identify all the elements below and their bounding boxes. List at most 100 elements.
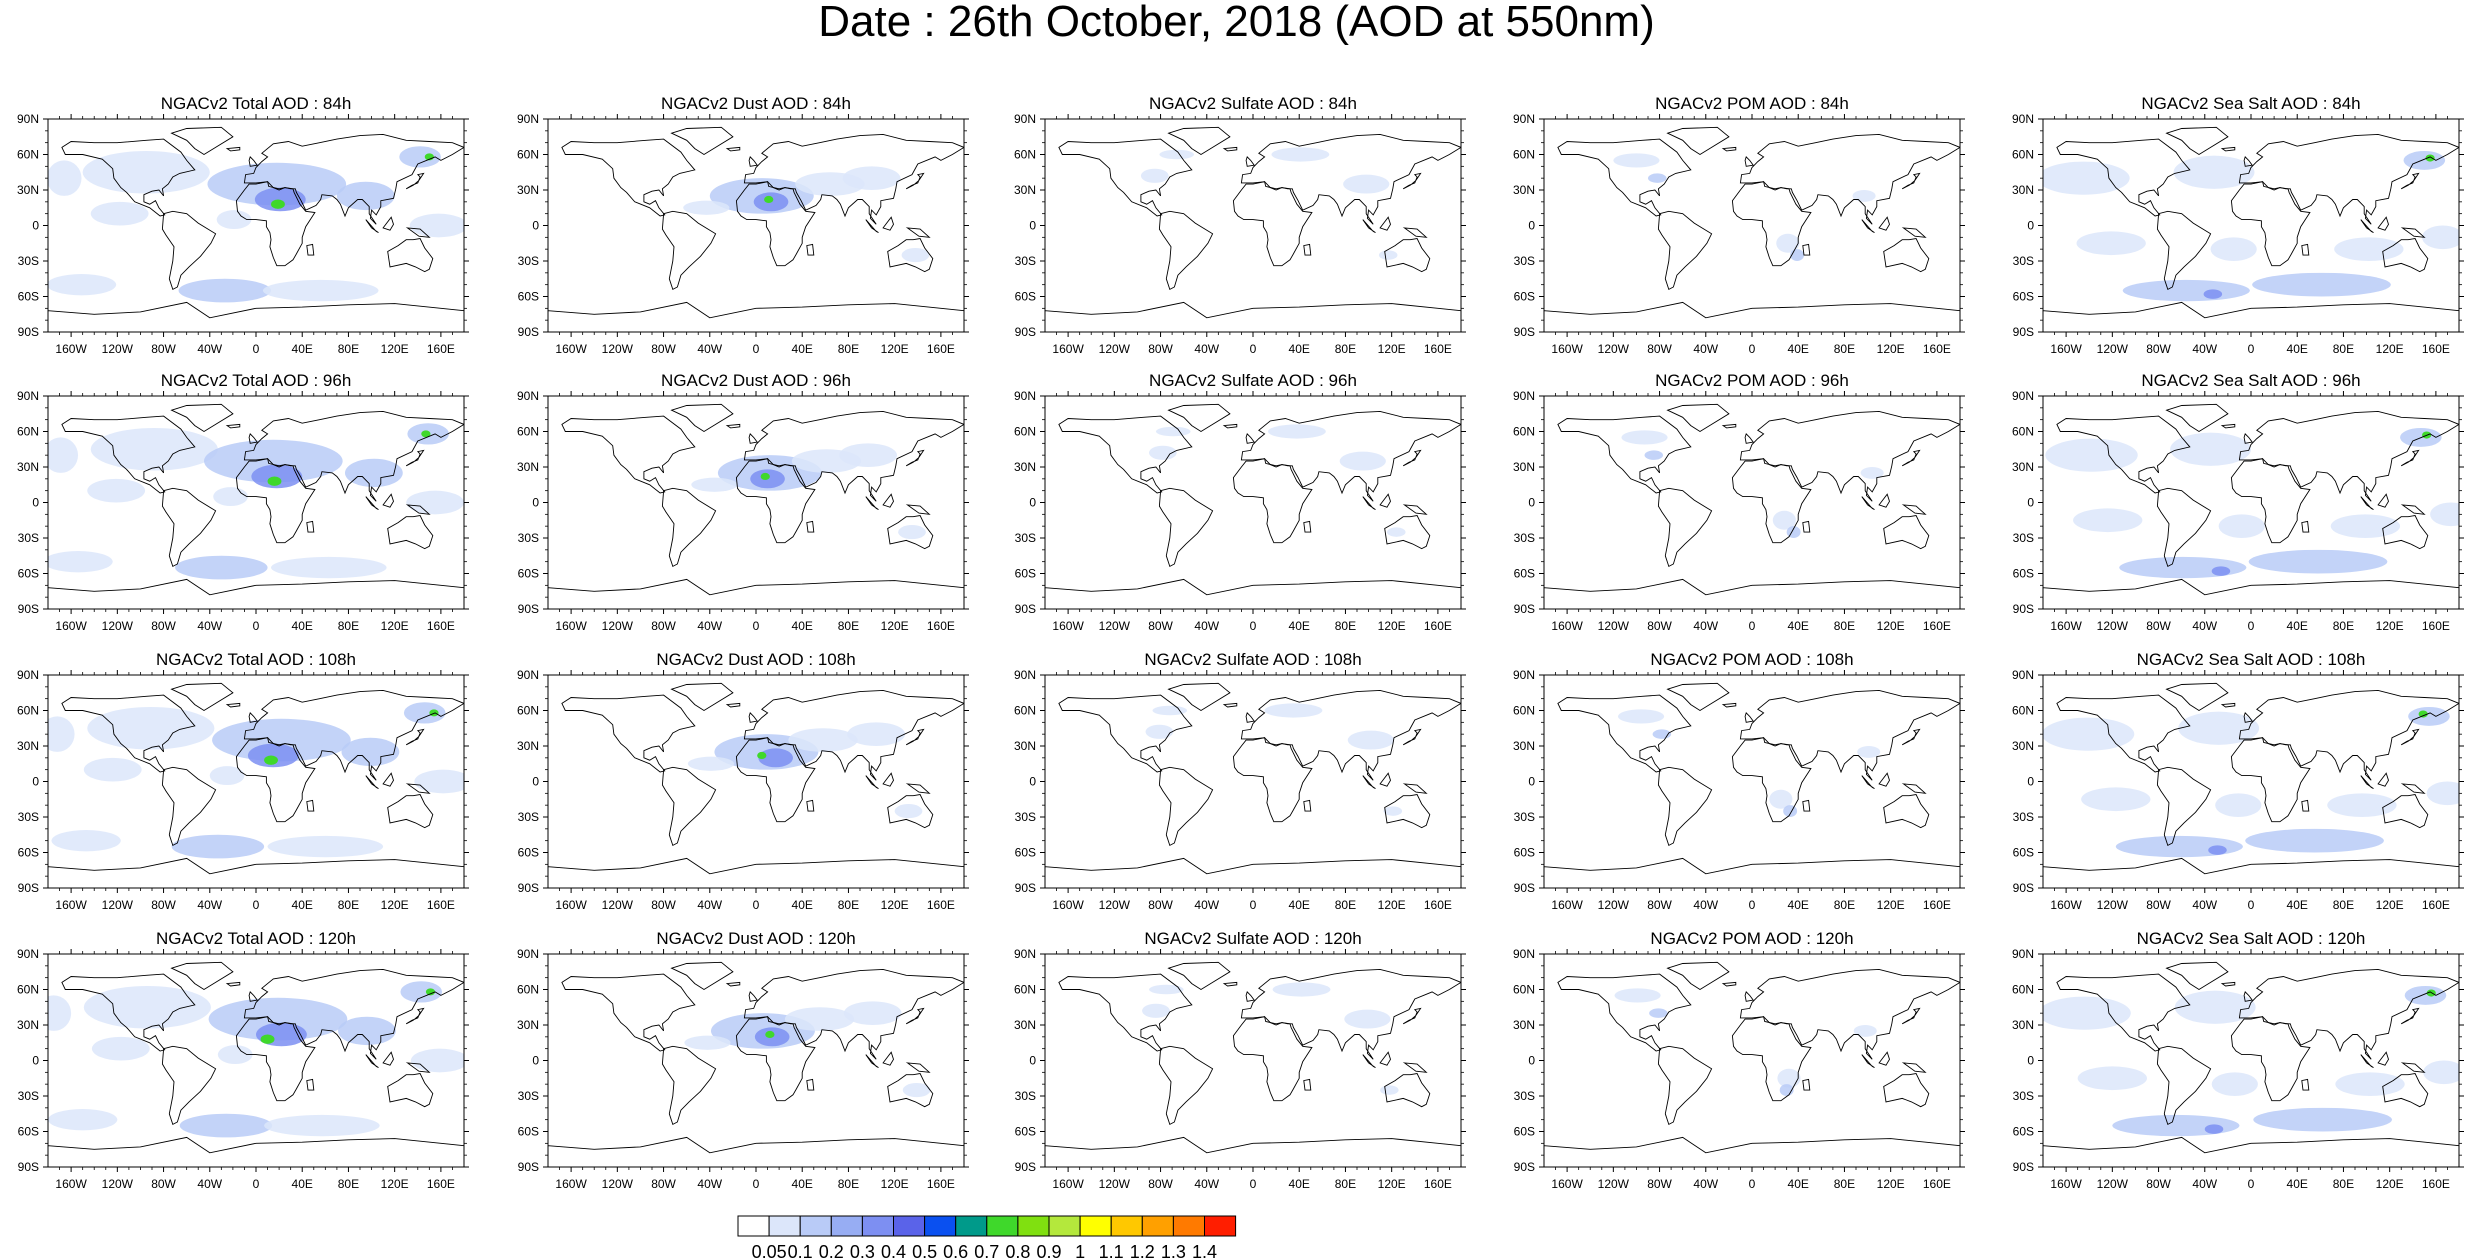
coastline <box>1744 156 1754 167</box>
colorbar-swatch <box>924 1215 957 1237</box>
lat-tick-label: 60N <box>517 425 539 439</box>
lon-tick-label: 120W <box>102 898 134 912</box>
lon-tick-label: 40E <box>292 619 313 633</box>
lat-tick-label: 60S <box>1514 567 1535 581</box>
lat-tick-label: 30N <box>2012 739 2034 753</box>
aod-patch <box>1860 467 1884 479</box>
coastline <box>561 415 696 494</box>
coastline <box>248 156 258 167</box>
lon-tick-label: 160E <box>927 342 955 356</box>
coastline <box>725 146 741 152</box>
lon-tick-label: 40E <box>1289 898 1310 912</box>
aod-patch <box>842 166 901 191</box>
lon-tick-label: 80W <box>2146 342 2171 356</box>
lat-tick-label: 30S <box>18 810 39 824</box>
lat-tick-label: 30N <box>2012 460 2034 474</box>
aod-patch <box>1264 703 1323 718</box>
lon-tick-label: 160E <box>927 1177 955 1191</box>
lon-tick-label: 80E <box>338 1177 359 1191</box>
lon-tick-label: 160E <box>2422 898 2450 912</box>
aod-patch <box>2430 502 2459 527</box>
aod-patch <box>2404 985 2447 1005</box>
coastline <box>1657 210 1713 291</box>
map-background <box>1544 396 1960 609</box>
aod-patch <box>208 997 348 1041</box>
lat-tick-label: 90S <box>2013 1160 2034 1174</box>
colorbar-label: 0.1 <box>788 1242 813 1260</box>
aod-patch <box>216 210 252 230</box>
aod-patch <box>1142 1003 1170 1018</box>
aod-patch <box>683 200 730 215</box>
lat-tick-label: 90S <box>1015 602 1036 616</box>
lat-tick-label: 30S <box>1015 531 1036 545</box>
aod-patch <box>207 162 347 206</box>
lon-tick-label: 0 <box>1250 898 1257 912</box>
panel-title: NGACv2 Sea Salt AOD : 108h <box>2137 650 2366 669</box>
coastline <box>548 301 964 332</box>
coastline <box>2043 578 2459 609</box>
coastline <box>382 1051 394 1066</box>
coastline <box>1303 799 1312 812</box>
coastline <box>2056 415 2191 494</box>
coastline <box>243 968 464 1060</box>
lon-tick-label: 0 <box>253 619 260 633</box>
lon-tick-label: 40E <box>1289 619 1310 633</box>
aod-patch <box>91 1036 150 1061</box>
coastline <box>2220 423 2236 429</box>
colorbar-swatch <box>1204 1215 1237 1237</box>
coastline <box>1362 219 1376 233</box>
lat-tick-label: 90S <box>18 602 39 616</box>
lat-tick-label: 60S <box>1015 1125 1036 1139</box>
map-panel-r1-c2: NGACv2 Dust AOD : 84h 90N 60N 30N 0 30S 60S 90S… <box>517 94 969 356</box>
map-background <box>2043 119 2459 332</box>
aod-patch <box>90 427 218 471</box>
coastline <box>1731 1016 1812 1102</box>
lat-tick-label: 0 <box>2027 219 2034 233</box>
coastline <box>1045 301 1461 332</box>
map-background <box>548 396 964 609</box>
lon-tick-label: 120W <box>102 342 134 356</box>
lon-tick-label: 0 <box>1749 898 1756 912</box>
lat-tick-label: 30S <box>1514 531 1535 545</box>
coastline <box>2238 133 2459 225</box>
coastline <box>170 403 234 433</box>
coastline <box>2043 857 2459 888</box>
coastline <box>48 578 464 609</box>
lat-tick-label: 60N <box>1513 148 1535 162</box>
coastline <box>387 237 434 273</box>
lon-tick-label: 120W <box>1099 342 1131 356</box>
colorbar-label: 1.4 <box>1192 1242 1217 1260</box>
coastline <box>2400 783 2426 794</box>
coastline <box>1240 410 1461 502</box>
lat-tick-label: 60S <box>518 1125 539 1139</box>
coastline <box>243 689 464 781</box>
coastline <box>2301 1078 2310 1091</box>
lon-tick-label: 160W <box>2050 342 2082 356</box>
lat-tick-label: 30S <box>2013 254 2034 268</box>
coastline <box>743 689 964 781</box>
colorbar-label: 1.3 <box>1161 1242 1186 1260</box>
lon-tick-label: 80W <box>1148 898 1173 912</box>
coastline <box>1721 981 1737 987</box>
map-background <box>1045 119 1461 332</box>
coastline <box>1245 433 1255 444</box>
coastline <box>661 1045 717 1126</box>
coastline <box>1245 991 1255 1002</box>
lon-tick-label: 0 <box>1749 342 1756 356</box>
aod-patch <box>338 1016 396 1046</box>
aod-patch <box>1343 174 1390 194</box>
aod-patch <box>1853 1025 1877 1037</box>
lat-tick-label: 60S <box>2013 567 2034 581</box>
coastline <box>1379 772 1391 787</box>
aod-patch <box>2170 432 2252 466</box>
coastline <box>561 694 696 773</box>
lon-tick-label: 160E <box>1424 619 1452 633</box>
coastline <box>661 766 717 847</box>
coastline <box>1878 772 1890 787</box>
coastline <box>882 1051 894 1066</box>
lon-tick-label: 160W <box>1052 1177 1084 1191</box>
aod-patch <box>267 476 282 486</box>
aod-patch <box>2076 231 2146 256</box>
aod-patch <box>1772 510 1796 530</box>
lat-tick-label: 30S <box>18 254 39 268</box>
